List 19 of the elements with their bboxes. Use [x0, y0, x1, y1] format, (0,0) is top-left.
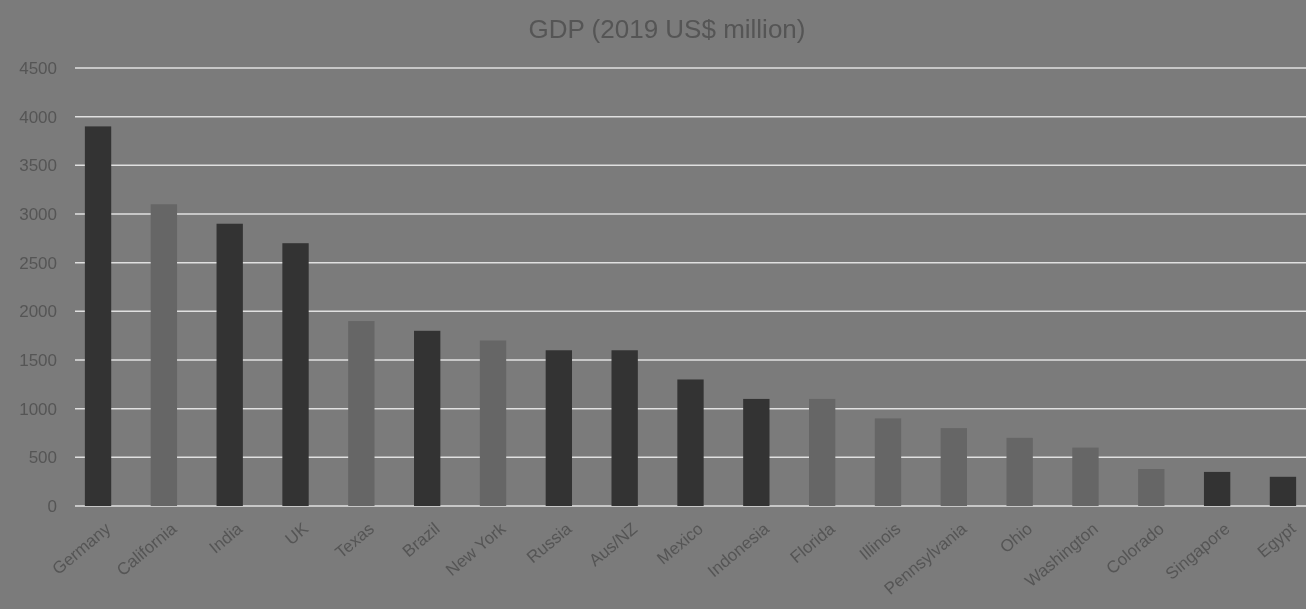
bar: [1138, 469, 1165, 506]
bar: [348, 321, 375, 506]
bar: [611, 350, 638, 506]
bar: [282, 243, 309, 506]
bar: [677, 379, 704, 506]
bar: [545, 350, 573, 506]
bar: [1072, 447, 1099, 506]
bar: [743, 398, 770, 506]
bar: [1006, 437, 1033, 506]
bar: [84, 126, 112, 506]
bar: [1203, 471, 1231, 506]
bar: [808, 398, 836, 506]
bar: [940, 428, 967, 506]
bar: [1269, 476, 1297, 506]
bar: [216, 223, 243, 506]
bar: [479, 340, 507, 506]
bar: [874, 418, 902, 506]
bar: [414, 330, 441, 506]
bar: [150, 204, 178, 506]
